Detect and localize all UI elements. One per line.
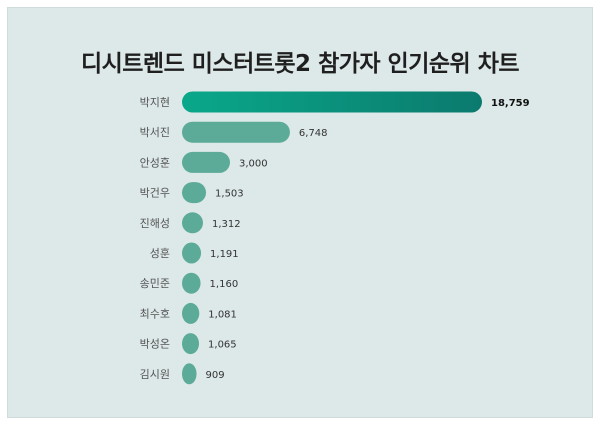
- bar: [182, 182, 207, 204]
- value-label: 6,748: [299, 128, 328, 139]
- bar: [182, 302, 200, 324]
- bar: [182, 363, 197, 385]
- bar: [182, 151, 230, 173]
- category-label: 박서진: [140, 126, 170, 139]
- category-label: 송민준: [140, 277, 170, 290]
- bar: [182, 333, 200, 355]
- bar: [182, 121, 290, 143]
- bar: [182, 212, 203, 234]
- bar: [182, 272, 201, 294]
- value-label: 1,081: [208, 309, 237, 320]
- bar: [182, 242, 202, 264]
- value-label: 1,503: [215, 189, 244, 200]
- category-label: 박건우: [140, 187, 170, 200]
- category-label: 김시원: [140, 368, 170, 381]
- category-label: 성훈: [150, 247, 170, 260]
- category-label: 박지현: [140, 96, 170, 109]
- category-label: 박성온: [140, 338, 170, 351]
- value-label: 909: [206, 370, 225, 381]
- value-label: 1,065: [208, 340, 237, 351]
- category-label: 진해성: [140, 216, 170, 230]
- value-label: 3,000: [239, 158, 268, 169]
- value-label: 1,312: [212, 219, 241, 230]
- chart-frame: 디시트렌드 미스터트롯2 참가자 인기순위 차트: [7, 7, 593, 418]
- category-label: 최수호: [140, 307, 170, 320]
- value-label: 1,191: [210, 249, 239, 260]
- category-label: 안성훈: [140, 156, 170, 169]
- value-label: 1,160: [210, 279, 239, 290]
- value-label: 18,759: [491, 98, 530, 109]
- chart-title: 디시트렌드 미스터트롯2 참가자 인기순위 차트: [80, 51, 520, 77]
- bar: [182, 91, 482, 113]
